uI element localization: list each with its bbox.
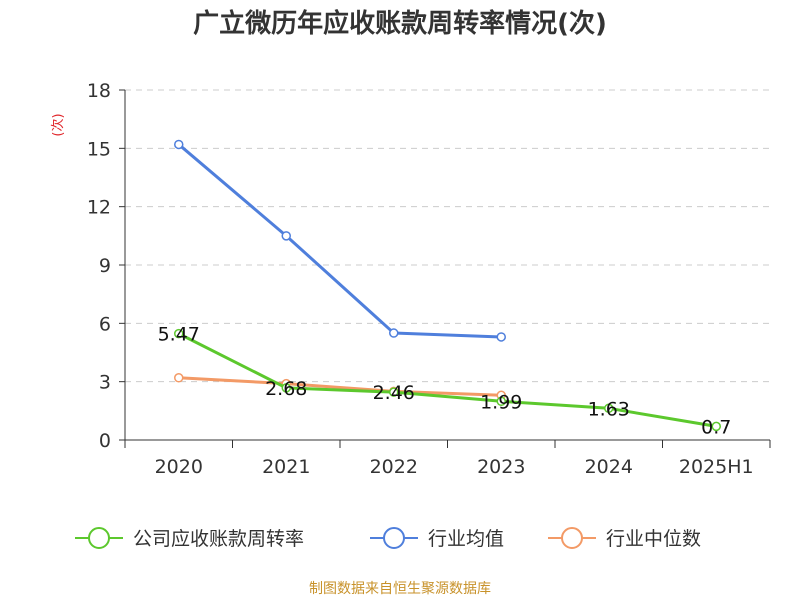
legend-marker — [88, 527, 110, 549]
x-tick-label: 2021 — [262, 456, 310, 478]
data-label: 1.99 — [480, 391, 522, 413]
y-tick-label: 0 — [99, 430, 111, 452]
data-label: 5.47 — [158, 324, 200, 346]
series-line-2 — [177, 376, 503, 397]
series-group — [174, 139, 721, 432]
y-tick-label: 9 — [99, 255, 111, 277]
y-tick-label: 15 — [87, 138, 111, 160]
data-label: 2.68 — [265, 378, 307, 400]
legend-item-1[interactable]: 行业均值 — [370, 527, 504, 550]
series-point-0 — [711, 421, 721, 432]
data-label: 0.7 — [701, 416, 731, 438]
y-tick-label: 6 — [99, 313, 111, 335]
series-point-2 — [174, 373, 184, 383]
legend-label: 行业中位数 — [606, 528, 701, 550]
series-point-1 — [389, 328, 399, 338]
series-point-0 — [496, 396, 506, 407]
legend-label: 公司应收账款周转率 — [133, 528, 304, 550]
series-line-1 — [177, 142, 503, 339]
series-point-0 — [604, 403, 614, 414]
legend: 公司应收账款周转率 行业均值 行业中位数 — [75, 527, 701, 550]
y-tick-label: 18 — [87, 80, 111, 102]
data-label: 2.46 — [373, 382, 415, 404]
x-tick-label: 2025H1 — [679, 456, 754, 478]
chart-title: 广立微历年应收账款周转率情况(次) — [193, 8, 607, 39]
series-point-0 — [174, 328, 184, 339]
y-tick-label: 3 — [99, 372, 111, 394]
axes: 0 3 6 9 12 15 18 2020 2021 2022 2023 2024 2025H1 — [87, 80, 771, 478]
legend-item-2[interactable]: 行业中位数 — [548, 527, 701, 550]
data-label: 1.63 — [588, 398, 630, 420]
grid-lines — [125, 89, 770, 383]
legend-marker — [383, 527, 405, 549]
x-tick-label: 2022 — [370, 456, 418, 478]
x-tick-label: 2024 — [585, 456, 633, 478]
data-labels: 5.47 2.68 2.46 1.99 1.63 0.7 — [158, 324, 732, 439]
x-tick-label: 2020 — [155, 456, 203, 478]
series-point-0 — [281, 383, 291, 393]
legend-marker — [561, 527, 583, 549]
series-line-0 — [177, 332, 718, 428]
source-note: 制图数据来自恒生聚源数据库 — [309, 581, 491, 597]
legend-item-0[interactable]: 公司应收账款周转率 — [75, 527, 304, 550]
legend-label: 行业均值 — [428, 528, 504, 550]
y-axis-unit: (次) — [50, 113, 66, 136]
series-point-1 — [174, 139, 184, 150]
series-point-1 — [496, 332, 506, 342]
series-point-0 — [389, 387, 399, 397]
y-tick-label: 12 — [87, 197, 111, 219]
x-tick-label: 2023 — [477, 456, 525, 478]
series-point-1 — [281, 231, 291, 241]
